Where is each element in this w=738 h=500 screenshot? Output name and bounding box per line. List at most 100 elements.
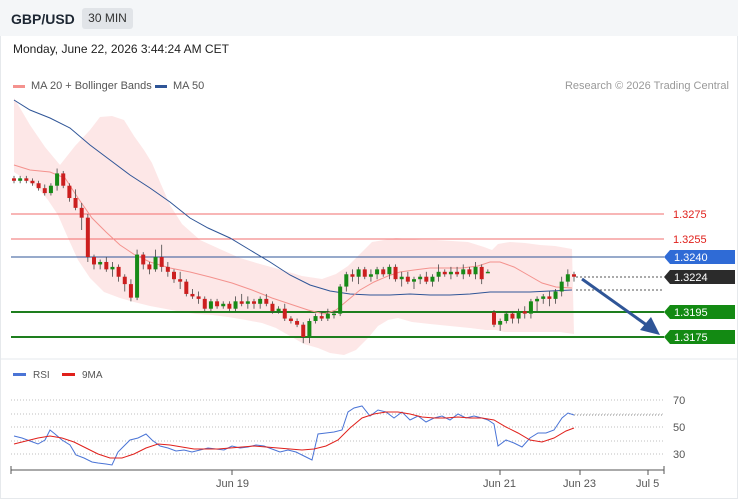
level-label-2: 1.3255 [673,234,707,246]
candle-body [492,312,496,325]
candle-body [541,296,546,299]
candle-body [42,188,47,194]
candle-body [516,311,521,319]
candle-body [473,266,478,275]
candle-body [178,279,183,282]
symbol-label: GBP/USD [11,11,75,27]
candle-body [36,183,41,189]
candle-body [436,271,441,277]
candle-body [319,316,324,319]
candle-body [104,261,109,270]
candle-body [553,291,558,299]
candle-body [18,178,23,181]
candle-body [258,298,263,304]
candle-body [55,173,60,186]
rsi-9ma-line [13,411,575,459]
pivot-tag [664,250,735,264]
forecast-arrow [581,277,649,328]
candle-body [73,198,78,208]
timeframe-button[interactable]: 30 MIN [82,8,133,29]
candle-body [295,321,300,325]
candle-body [572,274,576,277]
candle-body [399,276,404,280]
candle-body [202,298,207,309]
level-label-6: 1.3175 [674,332,708,344]
candle-body [375,269,380,275]
candle-body [424,276,429,282]
candle-body [356,269,361,277]
candle-body [362,269,367,277]
candle-body [325,313,330,319]
candle-body [153,257,158,270]
candle-body [12,178,16,181]
candle-body [368,274,373,277]
candle-body [85,217,90,258]
candle-body [387,266,392,275]
candle-body [455,271,460,275]
level-label-3: 1.3240 [674,252,708,264]
candle-body [535,298,540,302]
candle-body [479,266,484,280]
candle-body [522,311,527,314]
ma20-swatch [13,84,25,88]
candle-body [276,308,281,312]
legend-ma20-label: MA 20 + Bollinger Bands [31,80,152,92]
ma20-line [13,164,573,315]
forecast-arrowhead [640,317,660,335]
x-label-jul5: Jul 5 [636,478,659,490]
candle-body [122,276,127,285]
candle-body [196,296,201,299]
x-label-jun19: Jun 19 [216,478,249,490]
candle-body [184,281,189,294]
candle-body [221,303,226,307]
candle-body [559,281,564,292]
support-tag-1 [664,305,735,319]
rsi-legend-label: RSI [33,370,50,381]
candle-body [510,313,515,319]
candle-body [498,321,503,325]
credit-label: Research © 2026 Trading Central [564,80,729,92]
rsi-tick-50: 50 [673,422,685,434]
candle-body [110,266,115,270]
candle-body [172,271,176,280]
candle-body [135,254,140,298]
candle-body [116,266,121,277]
candle-body [393,266,398,280]
candle-body [301,324,306,337]
ma9-legend-swatch [62,373,75,376]
rsi-line [13,405,575,466]
candle-body [504,313,509,322]
bollinger-band [14,98,574,355]
candle-body [141,254,146,265]
legend-ma50: MA 50 [155,80,204,92]
candle-body [442,271,447,275]
candle-body [448,271,453,275]
candle-body [565,274,570,282]
level-label-4: 1.3224 [674,272,708,284]
level-label-5: 1.3195 [674,307,708,319]
candle-body [147,264,152,270]
candle-body [252,301,256,304]
candle-body [159,257,164,267]
candle-body [381,269,386,275]
candle-body [344,274,349,287]
x-label-jun23: Jun 23 [563,478,596,490]
candle-body [270,303,275,312]
level-label-1: 1.3275 [673,209,707,221]
legend-ma20: MA 20 + Bollinger Bands [13,80,152,92]
datetime-label: Monday, June 22, 2026 3:44:24 AM CET [13,42,229,56]
candle-body [92,257,96,265]
candle-body [208,301,213,309]
candle-body [338,286,343,314]
candle-body [264,298,269,304]
candle-body [547,296,552,299]
x-label-jun21: Jun 21 [483,478,516,490]
ma50-line [13,99,573,296]
last-price-tag [664,270,735,284]
candle-body [79,207,84,218]
candle-body [98,261,103,265]
candle-body [430,276,435,282]
support-tag-2 [664,330,735,344]
candle-body [485,271,490,274]
